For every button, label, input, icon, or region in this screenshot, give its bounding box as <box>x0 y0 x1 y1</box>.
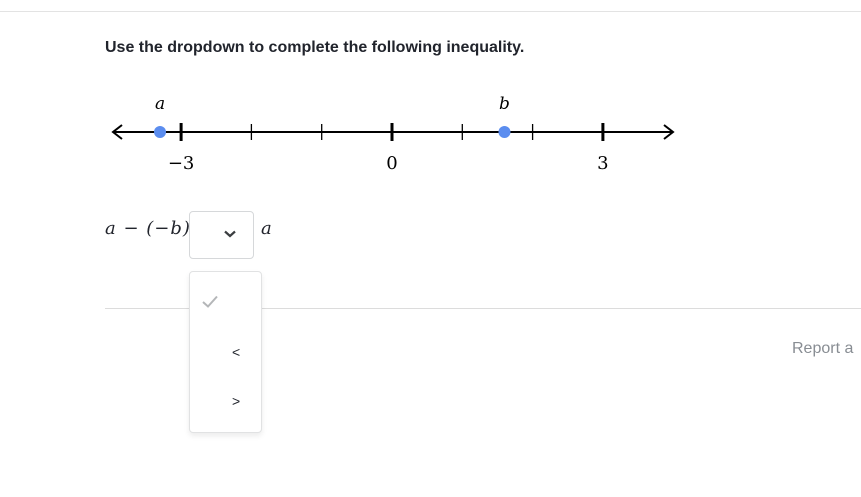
check-icon <box>202 295 218 308</box>
inequality-left: a − (−b) <box>105 218 191 239</box>
dropdown-option-greater-than[interactable]: > <box>232 393 241 409</box>
inequality-dropdown[interactable] <box>189 211 254 259</box>
top-divider <box>0 11 861 12</box>
dropdown-menu: < > <box>189 271 262 433</box>
point-label: a <box>155 94 165 114</box>
right-arrow-icon <box>663 124 675 140</box>
dropdown-option-blank[interactable] <box>190 278 261 326</box>
dropdown-option-less-than[interactable]: < <box>232 344 241 360</box>
point-label: b <box>499 94 510 114</box>
chevron-down-icon <box>224 230 236 238</box>
section-divider <box>105 308 861 309</box>
tick-label: 0 <box>386 153 397 174</box>
point-b <box>498 126 511 138</box>
left-arrow-icon <box>111 124 123 140</box>
tick-label: −3 <box>168 153 195 174</box>
question-prompt: Use the dropdown to complete the followi… <box>105 39 525 56</box>
point-a <box>154 126 167 138</box>
tick-label: 3 <box>597 153 608 174</box>
number-line: −3 0 3 a b <box>111 94 675 174</box>
inequality-right: a <box>261 218 272 239</box>
report-link[interactable]: Report a <box>792 340 854 357</box>
